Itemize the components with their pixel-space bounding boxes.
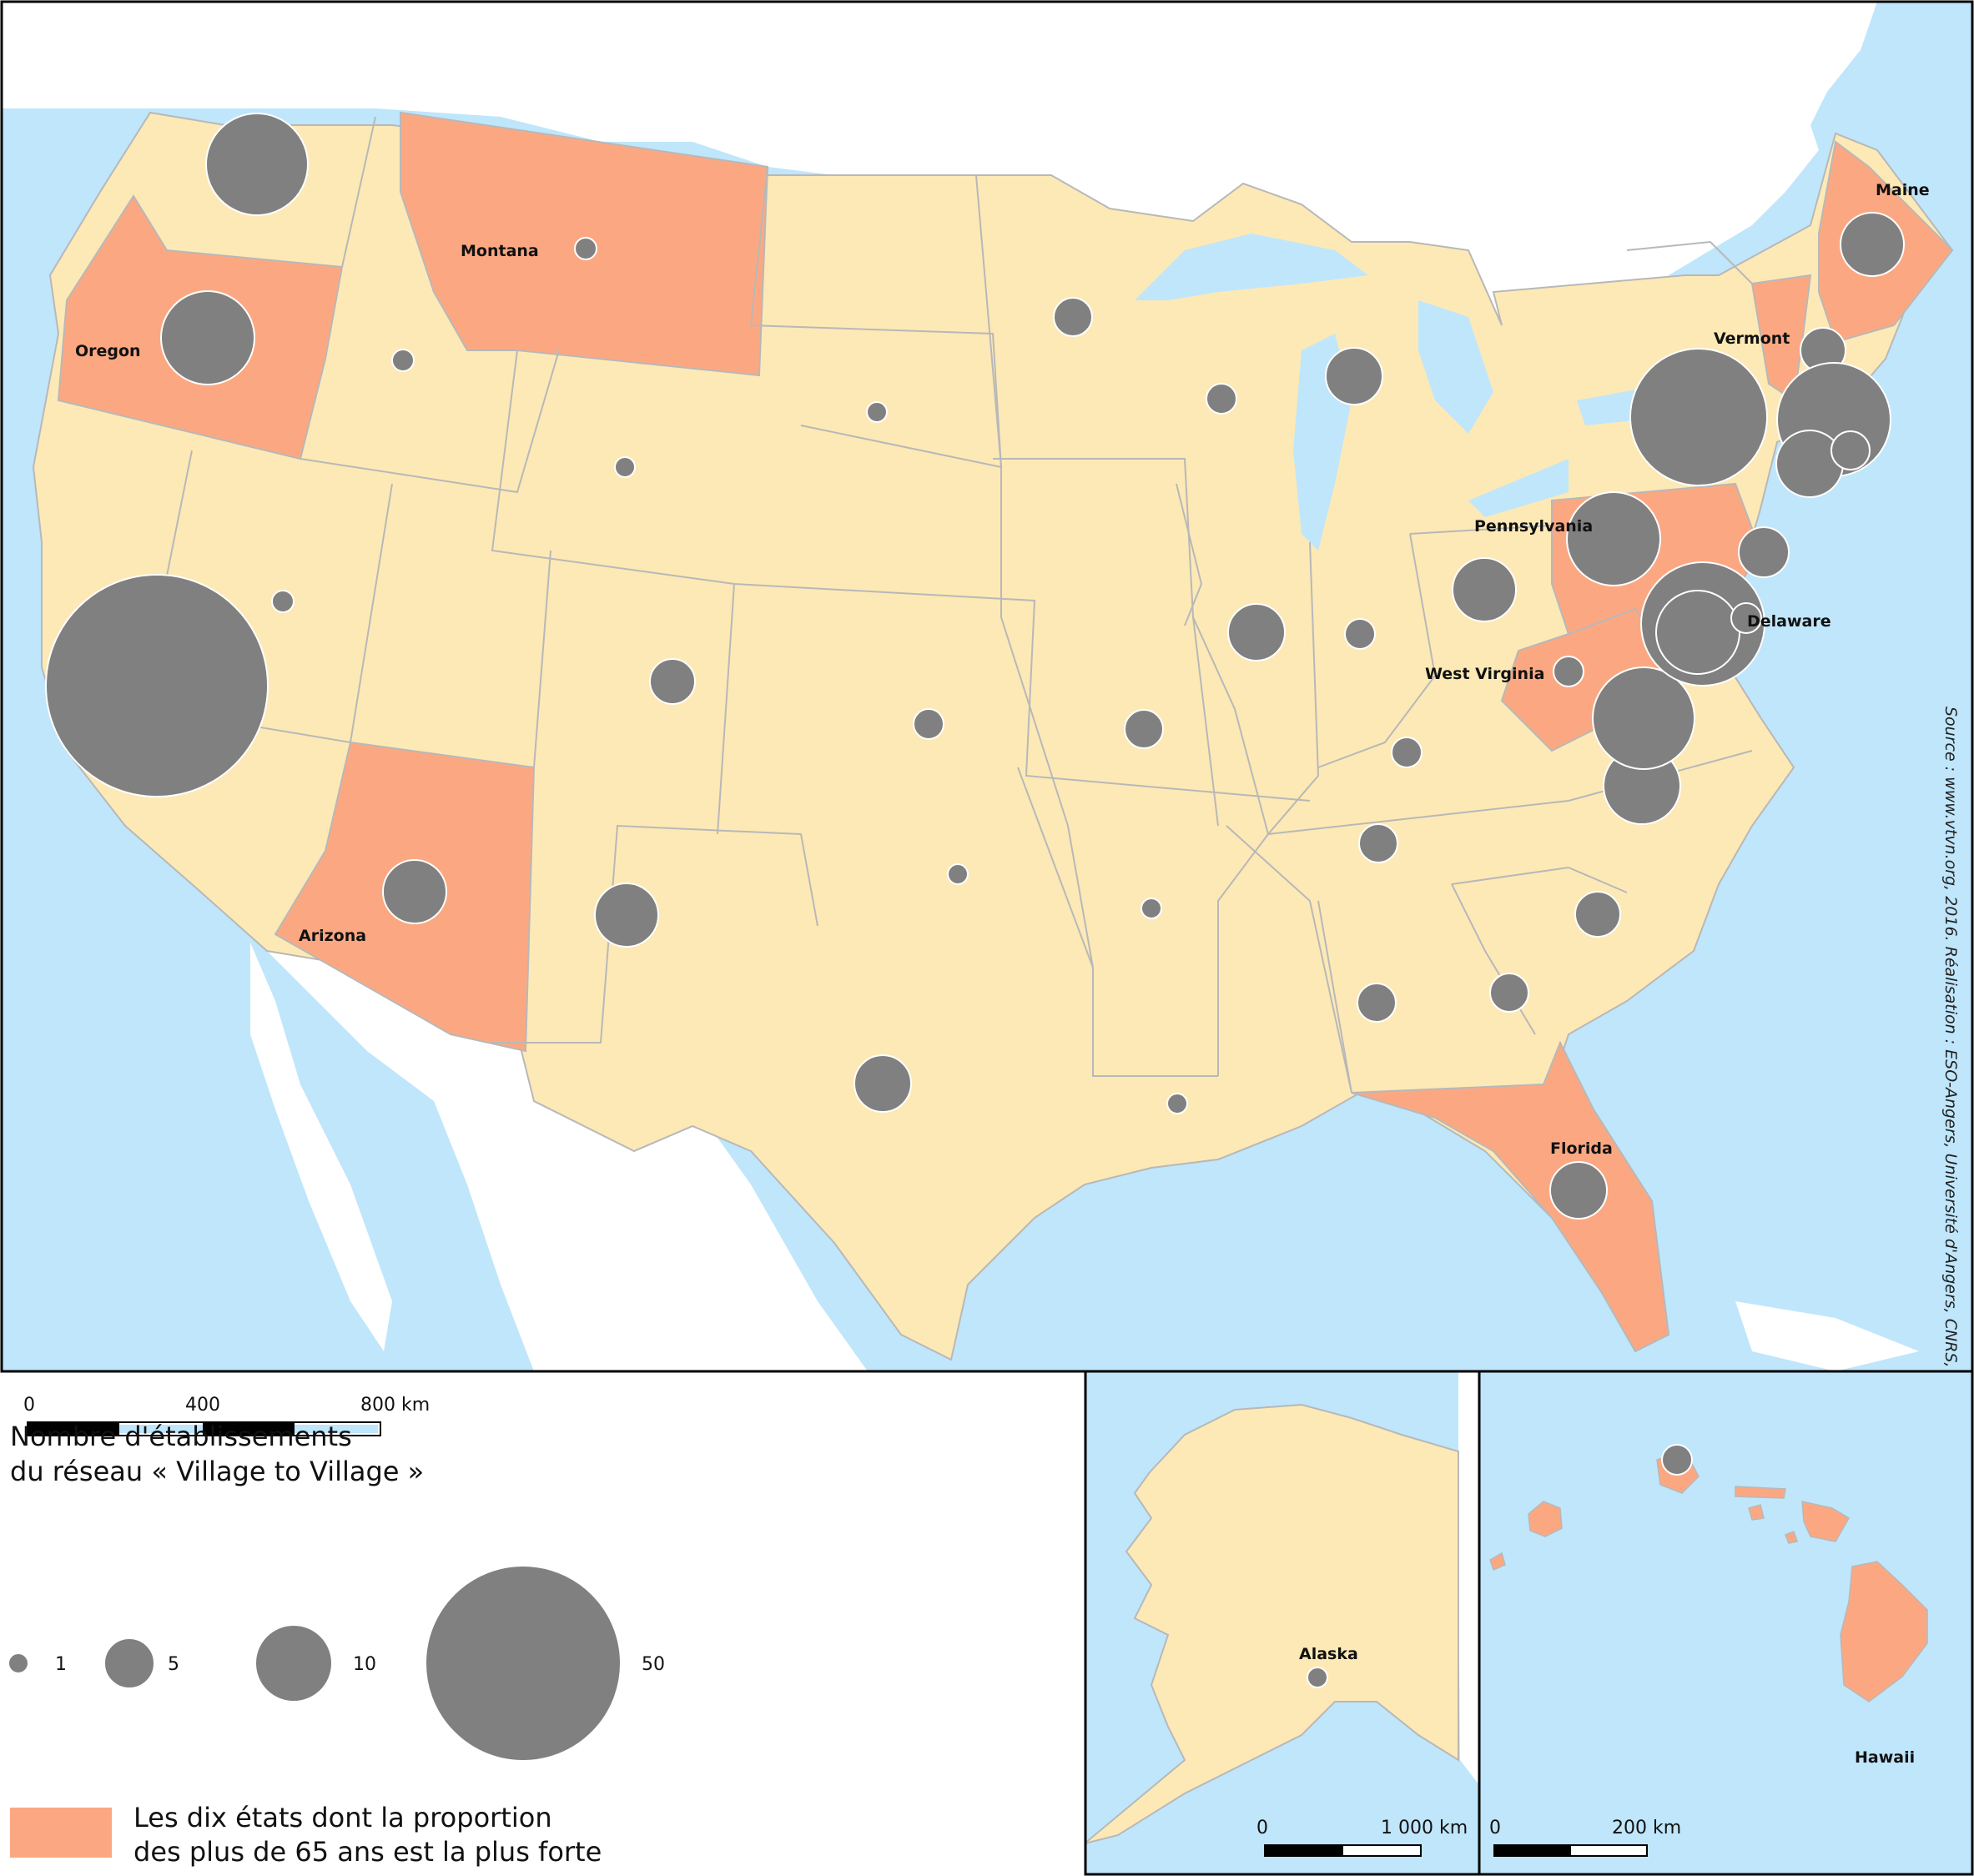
hawaii-scale-start: 0 <box>1489 1818 1501 1838</box>
circle-indiana <box>1345 619 1375 649</box>
circle-delaware-area <box>1656 591 1740 674</box>
island-molokai <box>1735 1486 1785 1498</box>
legend-highlight-line1: Les dix états dont la proportion <box>133 1802 552 1833</box>
alaska-scale-seg <box>1265 1845 1343 1856</box>
circle-wisconsin <box>1206 384 1236 414</box>
circle-montana <box>575 238 597 259</box>
circle-california <box>46 575 268 797</box>
legend-value-50: 50 <box>642 1654 665 1675</box>
circle-florida <box>1550 1162 1607 1219</box>
circle-arkansas <box>1141 898 1161 918</box>
source-credit: Source : www.vtvn.org, 2016. Réalisation… <box>1941 707 1960 1418</box>
legend-circle-1 <box>8 1653 28 1673</box>
circle-minnesota <box>1054 298 1092 336</box>
circle-hawaii <box>1662 1445 1692 1475</box>
legend-title-line1: Nombre d'établissements <box>10 1421 352 1452</box>
hawaii-scale-seg <box>1494 1845 1571 1856</box>
label-hawaii: Hawaii <box>1855 1748 1915 1767</box>
circle-oregon <box>161 291 254 385</box>
circle-idaho <box>392 350 414 371</box>
canada-yukon <box>1458 1371 1479 1785</box>
circle-maine <box>1841 213 1904 276</box>
circle-utah <box>650 659 695 704</box>
legend: Nombre d'établissements du réseau « Vill… <box>8 1421 665 1868</box>
circle-ohio <box>1453 558 1516 621</box>
legend-circle-5 <box>104 1638 154 1688</box>
circle-pennsylvania <box>1567 492 1660 586</box>
main-map: Oregon Montana Arizona Maine Vermont Pen… <box>2 2 1972 1436</box>
hawaii-inset: Hawaii 0 200 km <box>1479 1371 1972 1874</box>
circle-missouri <box>1125 710 1163 748</box>
circle-michigan <box>1326 348 1382 405</box>
circle-louisiana <box>1167 1094 1187 1114</box>
circle-alabama <box>1357 983 1396 1022</box>
circle-virginia <box>1593 667 1695 769</box>
label-vermont: Vermont <box>1714 329 1790 348</box>
island-lanai <box>1749 1505 1764 1520</box>
circle-south-carolina <box>1575 892 1620 937</box>
scale-end: 800 km <box>360 1395 430 1416</box>
label-maine: Maine <box>1876 181 1930 199</box>
alaska-scale-start: 0 <box>1256 1818 1268 1838</box>
circle-kansas <box>914 709 944 739</box>
legend-title-line2: du réseau « Village to Village » <box>10 1456 424 1487</box>
legend-highlight-line2: des plus de 65 ans est la plus forte <box>133 1836 602 1868</box>
circle-arizona <box>383 860 446 923</box>
hawaii-scale-end: 200 km <box>1612 1818 1681 1838</box>
scale-mid: 400 <box>185 1395 220 1416</box>
circle-connecticut <box>1776 430 1843 497</box>
alaska-scale-end: 1 000 km <box>1381 1818 1468 1838</box>
label-florida: Florida <box>1550 1139 1613 1158</box>
legend-circle-50 <box>426 1566 621 1761</box>
circle-alaska <box>1307 1667 1327 1687</box>
legend-value-1: 1 <box>55 1654 67 1675</box>
scale-start: 0 <box>23 1395 35 1416</box>
circle-wyoming <box>615 457 635 477</box>
circle-nevada <box>272 591 294 612</box>
label-montana: Montana <box>461 242 539 260</box>
circle-new-york <box>1630 349 1767 485</box>
circle-new-jersey <box>1739 527 1789 577</box>
label-arizona: Arizona <box>299 927 366 945</box>
circle-georgia <box>1490 973 1528 1012</box>
circle-washington <box>206 113 308 215</box>
legend-circle-10 <box>255 1625 332 1702</box>
label-delaware: Delaware <box>1747 612 1831 631</box>
circle-oklahoma <box>948 864 968 884</box>
label-west-virginia: West Virginia <box>1425 665 1544 683</box>
circle-west-virginia <box>1554 656 1584 687</box>
legend-highlight-swatch <box>10 1808 112 1858</box>
circle-texas <box>854 1055 911 1112</box>
label-pennsylvania: Pennsylvania <box>1474 517 1593 536</box>
legend-value-5: 5 <box>168 1654 179 1675</box>
circle-tennessee <box>1359 824 1397 863</box>
circle-new-mexico <box>595 883 658 947</box>
circle-kentucky <box>1392 737 1422 767</box>
label-alaska: Alaska <box>1299 1645 1358 1663</box>
legend-value-10: 10 <box>353 1654 376 1675</box>
circle-iowa <box>1228 604 1285 661</box>
circle-rhode-island <box>1831 431 1870 470</box>
circle-north-dakota <box>867 402 887 422</box>
alaska-inset: Alaska 0 1 000 km <box>1085 1371 1479 1874</box>
label-oregon: Oregon <box>75 342 141 360</box>
